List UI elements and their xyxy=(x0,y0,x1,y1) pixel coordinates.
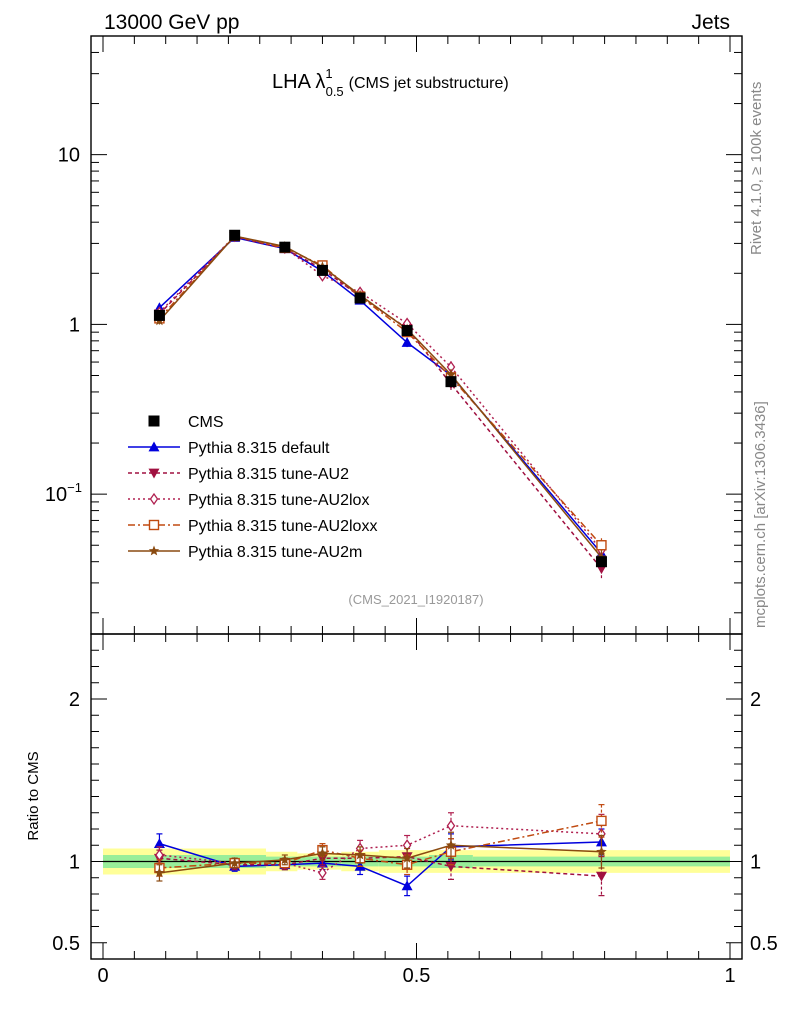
ratio-ytick-label-right: 0.5 xyxy=(750,933,778,955)
legend-marker xyxy=(148,415,160,427)
legend-label: CMS xyxy=(188,414,224,431)
ratio-point-series-4 xyxy=(229,857,240,868)
main-data-point xyxy=(401,325,413,337)
main-points xyxy=(153,229,607,568)
ratio-ytick-label-right: 2 xyxy=(750,689,761,711)
ratio-point-series-0 xyxy=(153,838,165,849)
ratio-line-series-4 xyxy=(159,844,602,874)
header-energy: 13000 GeV pp xyxy=(104,11,239,34)
ratio-series xyxy=(153,804,607,897)
x-tick-label: 0 xyxy=(97,965,108,987)
title-main: LHA λ xyxy=(272,71,325,93)
ratio-ytick-label-right: 1 xyxy=(750,852,761,874)
main-ytick-label: 10 xyxy=(58,145,80,167)
mcplots-label: mcplots.cern.ch [arXiv:1306.3436] xyxy=(752,401,769,628)
main-line-series-4 xyxy=(158,235,603,558)
ratio-point-series-4 xyxy=(317,847,328,858)
ratio-ytick-label-left: 1 xyxy=(69,852,80,874)
ratio-point-series-4 xyxy=(354,849,366,860)
ratio-ticks: 2 2 1 1 0.5 0.5 xyxy=(52,634,778,959)
main-panel: 10 1 10−1 xyxy=(45,35,743,635)
legend-entry: Pythia 8.315 tune-AU2m xyxy=(128,544,362,561)
ratio-point-series-4 xyxy=(401,852,413,863)
legend-entry: CMS xyxy=(148,414,224,431)
ratio-point-series-2 xyxy=(446,819,456,832)
main-data-point xyxy=(153,309,165,321)
ratio-line-series-1 xyxy=(159,855,602,877)
legend-entry: Pythia 8.315 tune-AU2 xyxy=(128,466,349,483)
legend-label: Pythia 8.315 tune-AU2lox xyxy=(188,492,369,509)
plot-title: LHA λ1 0.5 (CMS jet substructure) xyxy=(272,66,509,99)
main-ytick-label: 10−1 xyxy=(45,480,82,506)
legend-entry: Pythia 8.315 default xyxy=(128,440,330,457)
title-suffix: (CMS jet substructure) xyxy=(349,75,509,92)
ratio-panel: 2 2 1 1 0.5 0.5 xyxy=(52,633,778,960)
main-data-point xyxy=(279,241,291,253)
legend-label: Pythia 8.315 tune-AU2loxx xyxy=(188,518,377,535)
legend-marker xyxy=(149,492,159,506)
main-point-series-3 xyxy=(596,540,607,551)
ratio-ytick-label-left: 2 xyxy=(69,689,80,711)
analysis-id: (CMS_2021_I1920187) xyxy=(348,592,483,607)
legend-entry: Pythia 8.315 tune-AU2lox xyxy=(128,492,369,509)
x-tick-label: 1 xyxy=(724,965,735,987)
legend-marker xyxy=(148,519,160,531)
header-jets: Jets xyxy=(691,11,730,34)
legend-marker xyxy=(148,545,160,556)
legend-marker xyxy=(148,468,160,479)
legend: CMS Pythia 8.315 default Pythia 8.315 tune… xyxy=(128,414,377,561)
legend-label: Pythia 8.315 default xyxy=(188,440,330,457)
main-data-point xyxy=(316,264,328,276)
ratio-point-series-4 xyxy=(279,854,291,865)
main-ticks: 10 1 10−1 xyxy=(45,35,742,634)
ratio-point-series-2 xyxy=(318,866,327,880)
main-point-series-4 xyxy=(445,369,457,380)
main-data-point xyxy=(354,292,366,304)
ratio-line-series-2 xyxy=(159,824,602,874)
legend-label: Pythia 8.315 tune-AU2m xyxy=(188,544,362,561)
main-line-series-1 xyxy=(158,235,603,570)
ratio-point-series-1 xyxy=(595,871,607,882)
main-ytick-label: 1 xyxy=(69,314,80,336)
main-data-point xyxy=(445,376,457,388)
ratio-ytick-label-left: 0.5 xyxy=(52,933,80,955)
ratio-point-series-4 xyxy=(596,846,607,857)
x-ticks: 0 0.5 1 xyxy=(97,965,735,987)
ratio-ylabel: Ratio to CMS xyxy=(25,751,42,840)
main-data-point xyxy=(595,556,607,568)
ratio-point-series-4 xyxy=(154,867,165,878)
ratio-frame xyxy=(90,633,743,960)
ratio-point-series-0 xyxy=(401,880,413,891)
legend-entry: Pythia 8.315 tune-AU2loxx xyxy=(128,518,377,535)
title-sup: 1 xyxy=(325,66,332,81)
x-tick-label: 0.5 xyxy=(403,965,431,987)
main-data-point xyxy=(229,229,241,241)
main-point-series-0 xyxy=(401,337,413,347)
ratio-point-series-3 xyxy=(596,815,607,827)
title-sub: 0.5 xyxy=(326,84,344,99)
ratio-point-series-4 xyxy=(445,839,457,850)
rivet-label: Rivet 4.1.0, ≥ 100k events xyxy=(748,82,765,255)
legend-label: Pythia 8.315 tune-AU2 xyxy=(188,466,349,483)
legend-marker xyxy=(148,441,160,452)
